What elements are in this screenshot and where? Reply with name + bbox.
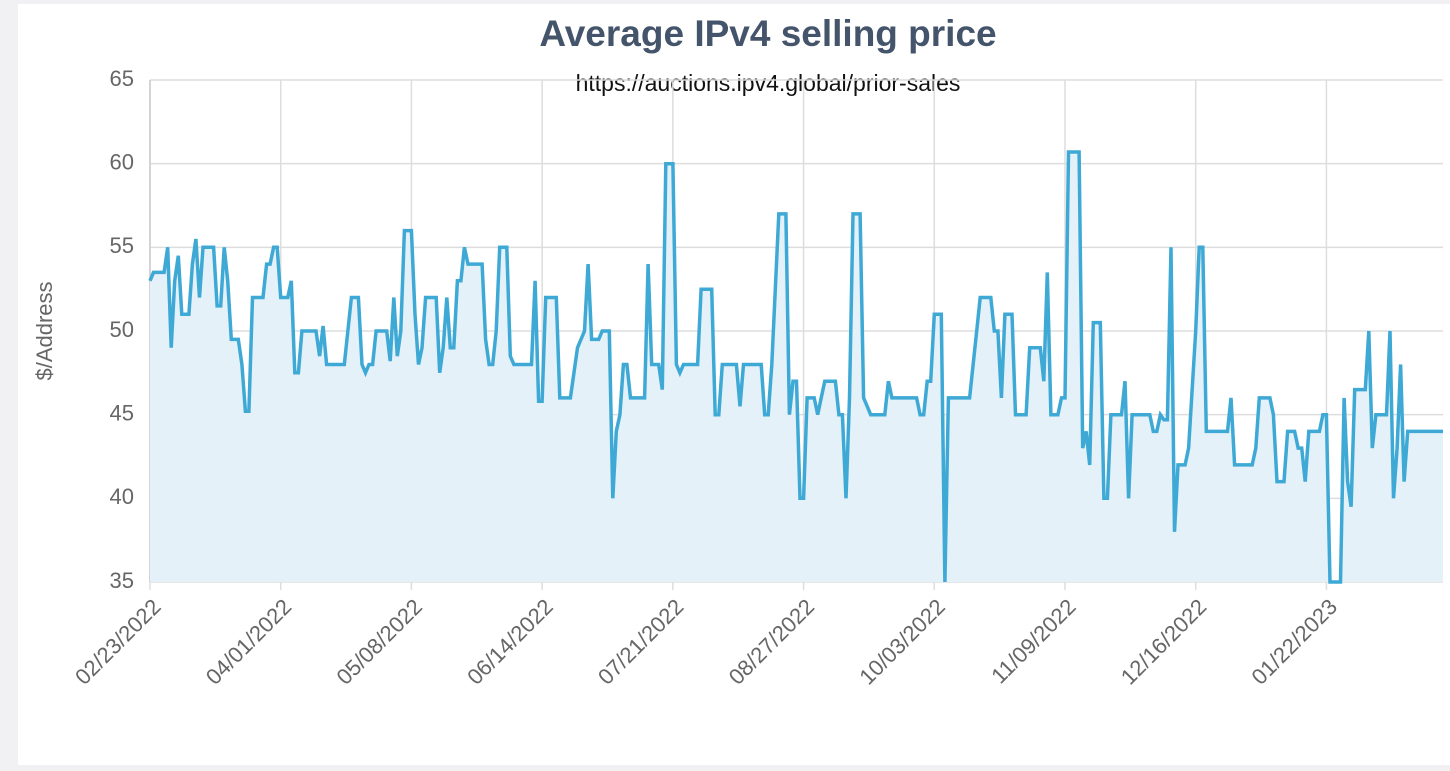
y-tick-label: 50: [110, 317, 134, 342]
y-tick-label: 60: [110, 149, 134, 174]
x-tick-label: 10/03/2022: [854, 594, 950, 690]
y-axis-label: $/Address: [32, 281, 57, 380]
x-tick-label: 12/16/2022: [1116, 594, 1212, 690]
y-tick-label: 55: [110, 233, 134, 258]
y-tick-label: 35: [110, 568, 134, 593]
x-tick-label: 11/09/2022: [986, 594, 1080, 688]
x-tick-label: 06/14/2022: [462, 594, 558, 690]
x-tick-label: 04/01/2022: [201, 594, 297, 690]
chart-title: Average IPv4 selling price: [539, 13, 996, 54]
y-tick-label: 65: [110, 66, 134, 91]
x-tick-label: 05/08/2022: [332, 594, 428, 690]
line: [148, 150, 1443, 584]
chart-subtitle: https://auctions.ipv4.global/prior-sales: [576, 70, 961, 96]
x-tick-label: 02/23/2022: [70, 594, 166, 690]
y-tick-label: 45: [110, 400, 134, 425]
x-tick-label: 01/22/2023: [1247, 594, 1343, 690]
x-tick-label: 07/21/2022: [593, 594, 689, 690]
y-tick-label: 40: [110, 484, 134, 509]
area: [150, 152, 1443, 582]
x-tick-label: 08/27/2022: [724, 594, 820, 690]
